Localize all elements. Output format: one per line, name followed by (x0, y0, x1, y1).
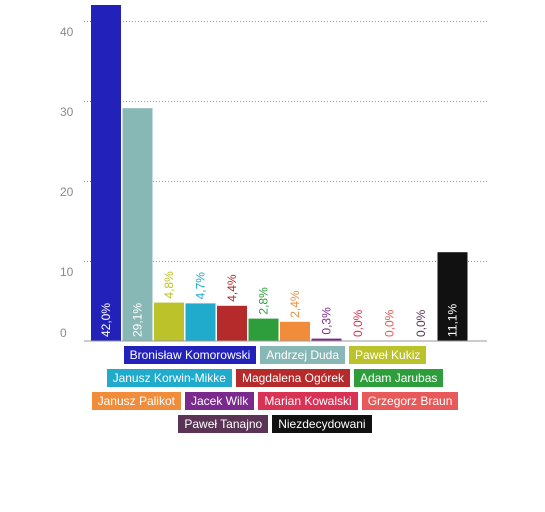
bar-chart: 0 10 20 30 40 42,0% 29,1% 4,8% 4,7% 4,4% 2,8% 2,4%… (60, 5, 487, 342)
y-tick-label-30: 30 (60, 105, 74, 119)
y-tick-label-0: 0 (60, 326, 67, 340)
data-labels: 42,0% 29,1% 4,8% 4,7% 4,4% 2,8% 2,4% 0,3% 0,0% 0,… (99, 271, 460, 337)
data-label-4: 4,4% (225, 274, 239, 302)
bar-3 (185, 303, 216, 341)
data-label-1: 29,1% (131, 303, 145, 337)
data-label-8: 0,0% (351, 309, 365, 337)
data-label-7: 0,3% (320, 307, 334, 335)
bar-4 (217, 305, 247, 341)
bar-6 (280, 321, 310, 341)
legend-item-0[interactable]: Bronisław Komorowski (123, 346, 257, 364)
data-label-0: 42,0% (99, 303, 113, 337)
y-tick-label-10: 10 (60, 265, 74, 279)
data-label-6: 2,4% (288, 290, 302, 318)
y-tick-label-20: 20 (60, 185, 74, 199)
bar-7 (311, 338, 342, 341)
bar-5 (248, 318, 279, 341)
bar-0 (91, 5, 121, 341)
y-axis-ticks: 0 10 20 30 40 (60, 25, 74, 340)
data-label-3: 4,7% (194, 272, 208, 300)
legend-item-11[interactable]: Niezdecydowani (272, 415, 372, 433)
bar-2 (154, 302, 184, 341)
legend-item-9[interactable]: Grzegorz Braun (361, 392, 459, 410)
bar-1 (122, 108, 153, 341)
data-label-10: 0,0% (414, 309, 428, 337)
data-label-5: 2,8% (257, 287, 271, 315)
grid-lines (84, 21, 487, 262)
legend-item-3[interactable]: Janusz Korwin-Mikke (106, 369, 232, 387)
legend-item-7[interactable]: Jacek Wilk (184, 392, 255, 410)
data-label-9: 0,0% (383, 309, 397, 337)
legend: Bronisław Komorowski Andrzej Duda Paweł Ku… (84, 346, 466, 433)
legend-item-8[interactable]: Marian Kowalski (258, 392, 358, 410)
bar-11 (437, 252, 468, 341)
legend-item-10[interactable]: Paweł Tanajno (178, 415, 269, 433)
legend-item-4[interactable]: Magdalena Ogórek (235, 369, 351, 387)
bars (91, 5, 468, 341)
y-tick-label-40: 40 (60, 25, 74, 39)
legend-item-6[interactable]: Janusz Palikot (91, 392, 181, 410)
legend-item-1[interactable]: Andrzej Duda (260, 346, 346, 364)
legend-item-2[interactable]: Paweł Kukiz (349, 346, 427, 364)
data-label-11: 11,1% (446, 304, 460, 337)
legend-item-5[interactable]: Adam Jarubas (354, 369, 444, 387)
data-label-2: 4,8% (162, 271, 176, 299)
